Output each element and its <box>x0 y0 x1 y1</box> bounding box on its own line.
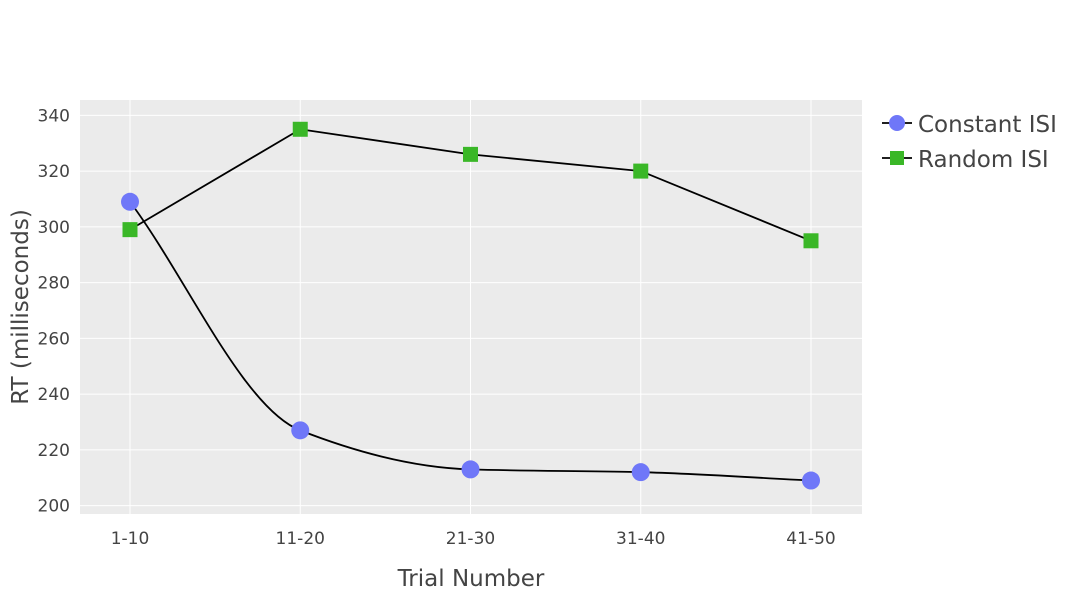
x-gridlines <box>129 100 812 514</box>
legend-item: Random ISI <box>882 147 1049 173</box>
data-point-marker <box>463 146 478 162</box>
data-point-marker <box>633 163 649 179</box>
data-point-marker <box>122 222 138 238</box>
y-tick-label: 240 <box>38 385 70 405</box>
y-tick-label: 300 <box>38 218 70 238</box>
y-axis-title: RT (milliseconds) <box>8 209 34 405</box>
x-tick-label: 21-30 <box>446 529 495 549</box>
x-tick-labels: 1-10 11-20 21-30 31-40 41-50 <box>111 529 836 549</box>
x-tick-label: 41-50 <box>786 529 835 549</box>
x-tick-label: 11-20 <box>276 529 325 549</box>
legend-item: Constant ISI <box>882 112 1057 138</box>
legend: Constant ISI Random ISI <box>882 112 1057 173</box>
x-tick-label: 31-40 <box>616 529 665 549</box>
y-tick-label: 200 <box>38 497 70 517</box>
legend-label: Random ISI <box>918 147 1049 173</box>
y-tick-label: 340 <box>38 106 70 126</box>
data-point-marker <box>292 121 308 137</box>
series-line <box>129 201 812 482</box>
y-tick-label: 220 <box>38 441 70 461</box>
x-tick-label: 1-10 <box>111 529 150 549</box>
data-point-marker <box>121 192 139 211</box>
data-point-marker <box>631 463 650 482</box>
data-point-marker <box>802 471 820 490</box>
legend-label: Constant ISI <box>918 112 1057 138</box>
y-tick-labels: 200 220 240 260 280 300 320 340 <box>38 106 70 516</box>
y-tick-label: 320 <box>38 162 70 182</box>
y-tick-label: 280 <box>38 274 70 294</box>
series-markers <box>121 121 820 490</box>
legend-marker <box>890 151 904 165</box>
data-point-marker <box>803 233 819 249</box>
legend-marker <box>889 115 905 131</box>
y-tick-label: 260 <box>38 329 70 349</box>
x-axis-title: Trial Number <box>397 566 545 592</box>
data-point-marker <box>461 460 480 479</box>
data-point-marker <box>291 421 310 440</box>
